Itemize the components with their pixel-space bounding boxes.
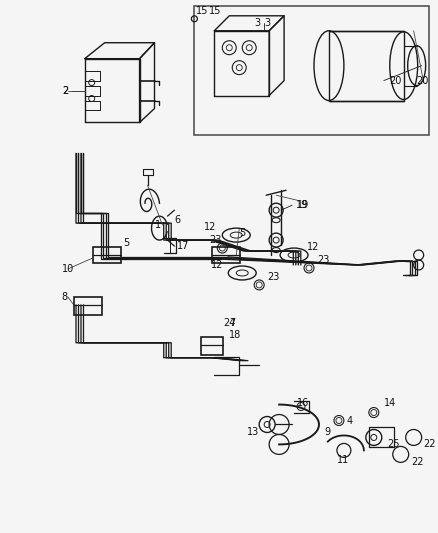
Text: 12: 12 [307,242,319,252]
Text: 13: 13 [247,427,259,438]
Text: 2: 2 [62,86,68,95]
Text: 20: 20 [417,76,429,86]
Text: 16: 16 [297,398,309,408]
Text: 24: 24 [223,318,236,328]
Text: 23: 23 [317,255,329,265]
Text: 8: 8 [62,292,68,302]
Text: 20: 20 [389,76,401,86]
Bar [194,6,429,135]
Text: 12: 12 [211,260,224,270]
Bar [74,297,102,315]
Text: 3: 3 [264,18,270,28]
Text: 17: 17 [177,241,190,251]
Text: 19: 19 [297,200,309,210]
Text: 9: 9 [324,427,330,438]
Text: 18: 18 [229,330,241,340]
Text: 4: 4 [347,416,353,425]
Text: 12: 12 [205,222,217,232]
Bar [201,337,223,355]
Text: 5: 5 [239,228,245,238]
Text: 14: 14 [384,398,396,408]
Text: 5: 5 [124,238,130,248]
Text: 3: 3 [254,18,260,28]
Text: 11: 11 [337,455,349,465]
Text: 15: 15 [209,6,222,16]
Text: 15: 15 [196,6,209,16]
Text: 1: 1 [155,220,161,230]
Text: 7: 7 [229,318,236,328]
Text: 22: 22 [424,439,436,449]
Bar [93,247,120,263]
Text: 22: 22 [412,457,424,467]
Text: 23: 23 [209,235,222,245]
Text: 6: 6 [174,215,180,225]
Text: 19: 19 [296,200,308,210]
Bar [212,247,240,263]
Text: 2: 2 [62,86,68,95]
Text: 23: 23 [267,272,279,282]
Text: 10: 10 [62,264,74,274]
Bar [329,31,404,101]
Text: 25: 25 [387,439,399,449]
